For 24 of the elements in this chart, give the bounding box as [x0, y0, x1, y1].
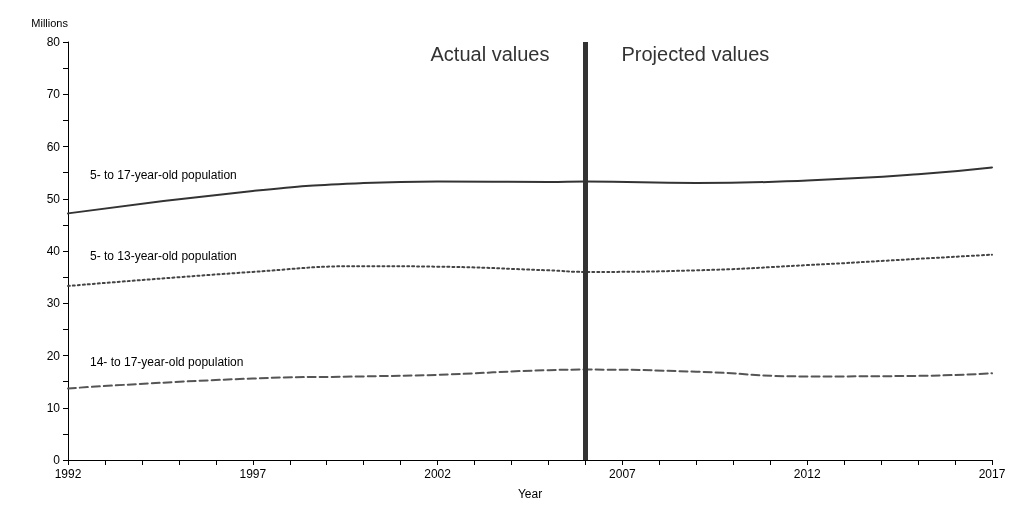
- y-tick-label: 10: [46, 400, 61, 415]
- y-tick-label: 70: [46, 87, 61, 102]
- x-tick-label: 2012: [793, 467, 821, 481]
- y-tick-label: 50: [46, 191, 61, 206]
- series-label: 5- to 17-year-old population: [90, 167, 237, 182]
- annotation: Projected values: [621, 43, 770, 65]
- y-tick-label: 80: [46, 35, 61, 49]
- line-series: [67, 253, 993, 288]
- x-tick-label: 2007: [609, 467, 637, 481]
- y-axis-title: Millions: [31, 16, 69, 29]
- y-tick-label: 0: [53, 453, 61, 467]
- annotation: Actual values: [430, 43, 550, 65]
- x-tick-label: 2002: [424, 467, 452, 481]
- y-tick-label: 40: [46, 244, 61, 258]
- y-tick-label: 30: [46, 296, 61, 311]
- x-tick-label: 2017: [978, 467, 1006, 481]
- line-series: [67, 368, 993, 390]
- series-label: 14- to 17-year-old population: [90, 355, 244, 370]
- x-tick-label: 1997: [239, 467, 267, 481]
- x-axis-title: Year: [517, 487, 543, 501]
- y-tick-label: 60: [46, 139, 61, 154]
- y-tick-label: 20: [46, 348, 61, 363]
- x-tick-label: 1992: [54, 467, 82, 481]
- series-label: 5- to 13-year-old population: [90, 248, 237, 263]
